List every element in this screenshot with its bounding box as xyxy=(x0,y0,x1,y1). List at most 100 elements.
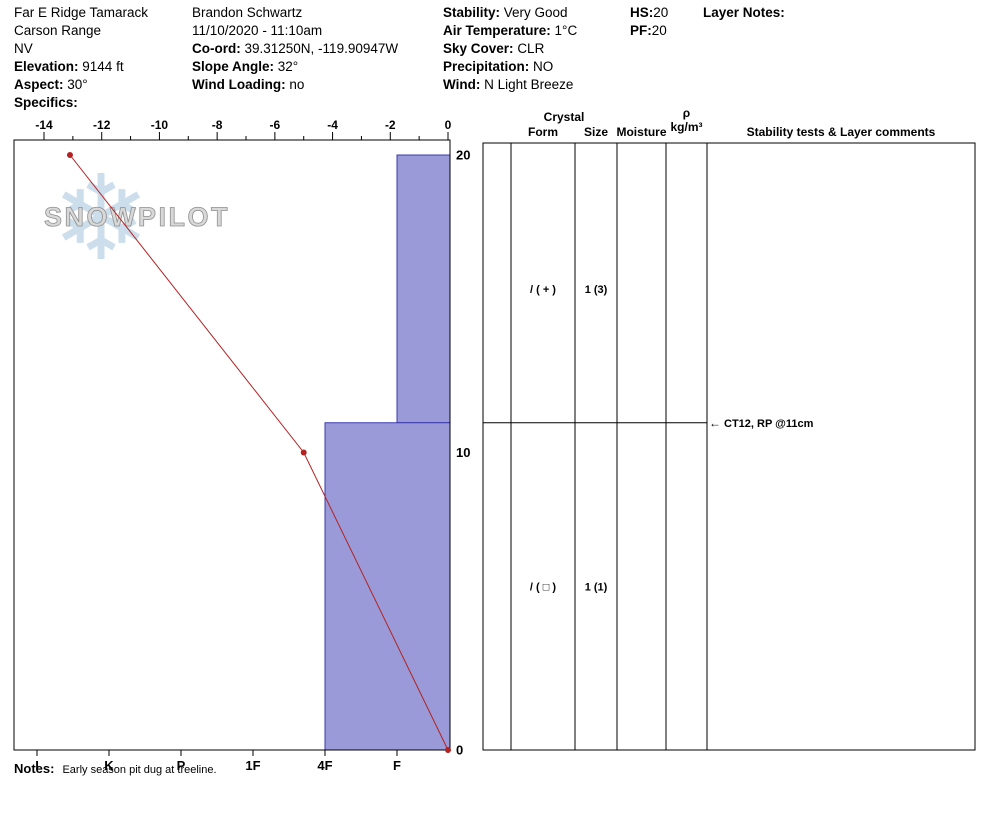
layer-notes-row: Layer Notes: xyxy=(703,4,785,22)
precipitation-value: NO xyxy=(533,59,554,74)
wind-loading-value: no xyxy=(289,77,305,92)
depth-tick-label: 10 xyxy=(456,445,470,460)
layer-form-cell: / ( □ ) xyxy=(530,581,557,593)
notes-row: Notes: Early season pit dug at treeline. xyxy=(14,761,217,776)
hardness-tick-label: K xyxy=(104,758,114,773)
elevation-label: Elevation: xyxy=(14,59,79,74)
temperature-point xyxy=(66,152,73,158)
density-symbol-header: ρ xyxy=(683,106,690,120)
slope-angle-row: Slope Angle: 32° xyxy=(192,58,398,76)
pit-name: Far E Ridge Tamarack xyxy=(14,5,149,20)
precipitation-row: Precipitation: NO xyxy=(443,58,577,76)
hs-row: HS:20 xyxy=(630,4,668,22)
depth-tick-label: 20 xyxy=(456,148,470,163)
stability-value: Very Good xyxy=(503,5,568,20)
hs-value: 20 xyxy=(653,5,669,20)
hardness-tick-label: 1F xyxy=(245,758,260,773)
size-header: Size xyxy=(584,125,608,139)
layer-bar xyxy=(324,422,451,751)
table-border xyxy=(482,142,976,751)
state: NV xyxy=(14,41,33,56)
wind-loading-label: Wind Loading: xyxy=(192,77,286,92)
snowpilot-logo-text: SNOWPILOT xyxy=(44,202,230,232)
observation-datetime: 11/10/2020 - 11:10am xyxy=(192,23,323,38)
aspect-row: Aspect: 30° xyxy=(14,76,148,94)
hs-label: HS: xyxy=(630,5,654,20)
elevation-value: 9144 ft xyxy=(82,59,124,74)
pf-label: PF: xyxy=(630,23,652,38)
hardness-tick-label: I xyxy=(35,758,39,773)
conditions-info: Stability: Very Good Air Temperature: 1°… xyxy=(443,4,577,94)
temp-tick-label: -2 xyxy=(385,118,396,132)
wind-loading-row: Wind Loading: no xyxy=(192,76,398,94)
sky-cover-row: Sky Cover: CLR xyxy=(443,40,577,58)
coordinates-row: Co-ord: 39.31250N, -119.90947W xyxy=(192,40,398,58)
snowflake-icon: ❄ xyxy=(52,153,151,285)
stability-test-label: CT12, RP @11cm xyxy=(724,418,814,430)
temperature-point xyxy=(300,449,307,456)
temp-tick-label: 0 xyxy=(445,118,452,132)
stability-tests: ← CT12, RP @11cm xyxy=(709,416,814,430)
test-arrow-icon: ← xyxy=(709,416,721,430)
observation-info: Brandon Schwartz 11/10/2020 - 11:10am Co… xyxy=(192,4,398,94)
depth-tick-label: 0 xyxy=(456,743,463,758)
temp-tick-label: -14 xyxy=(35,118,53,132)
layer-notes-label: Layer Notes: xyxy=(703,5,785,20)
hardness-tick-label: 4F xyxy=(317,758,332,773)
layer-table-grid xyxy=(482,142,976,751)
location-info: Far E Ridge Tamarack Carson Range NV Ele… xyxy=(14,4,148,112)
hardness-bars xyxy=(324,154,451,751)
stability-label: Stability: xyxy=(443,5,501,20)
stability-row: Stability: Very Good xyxy=(443,4,577,22)
layer-rows: / ( + ) 1 (3) / ( □ ) 1 (1) xyxy=(530,284,608,594)
sky-cover-value: CLR xyxy=(517,41,545,56)
watermark: ❄SNOWPILOT xyxy=(44,153,230,285)
layer-size-cell: 1 (1) xyxy=(585,581,608,593)
depth-axis: 0 10 20 xyxy=(456,148,470,758)
air-temp-label: Air Temperature: xyxy=(443,23,551,38)
layer-size-cell: 1 (3) xyxy=(585,284,608,296)
temp-tick-label: -8 xyxy=(212,118,223,132)
slope-angle-label: Slope Angle: xyxy=(192,59,275,74)
layer-form-cell: / ( + ) xyxy=(530,284,556,296)
air-temp-row: Air Temperature: 1°C xyxy=(443,22,577,40)
observer-name: Brandon Schwartz xyxy=(192,5,303,20)
air-temp-value: 1°C xyxy=(554,23,578,38)
specifics-label: Specifics: xyxy=(14,95,78,110)
slope-angle-value: 32° xyxy=(277,59,299,74)
temp-tick-label: -12 xyxy=(93,118,111,132)
wind-label: Wind: xyxy=(443,77,481,92)
coordinates-label: Co-ord: xyxy=(192,41,241,56)
moisture-header: Moisture xyxy=(616,125,666,139)
precipitation-label: Precipitation: xyxy=(443,59,530,74)
mountain-range: Carson Range xyxy=(14,23,102,38)
hardness-tick-label: P xyxy=(177,758,186,773)
pf-value: 20 xyxy=(651,23,667,38)
temperature-point xyxy=(445,747,451,753)
notes-text: Early season pit dug at treeline. xyxy=(62,764,217,776)
aspect-label: Aspect: xyxy=(14,77,64,92)
density-unit-header: kg/m³ xyxy=(670,120,702,134)
stability-tests-header: Stability tests & Layer comments xyxy=(747,125,936,139)
wind-value: N Light Breeze xyxy=(484,77,574,92)
notes-label: Notes: xyxy=(14,761,55,776)
specifics-row: Specifics: xyxy=(14,94,148,112)
form-header: Form xyxy=(528,125,558,139)
wind-row: Wind: N Light Breeze xyxy=(443,76,577,94)
temperature-axis: -14 -12 -10 -8 -6 -4 -2 0 xyxy=(35,118,452,140)
temperature-profile xyxy=(66,152,451,753)
temp-tick-label: -6 xyxy=(270,118,281,132)
hardness-tick-label: F xyxy=(393,758,401,773)
temp-tick-label: -4 xyxy=(327,118,338,132)
snow-height-info: HS:20 PF:20 xyxy=(630,4,668,40)
sky-cover-label: Sky Cover: xyxy=(443,41,514,56)
layer-notes-info: Layer Notes: xyxy=(703,4,785,22)
elevation-row: Elevation: 9144 ft xyxy=(14,58,148,76)
coordinates-value: 39.31250N, -119.90947W xyxy=(244,41,399,56)
hardness-axis: I K P 1F 4F F xyxy=(35,750,401,773)
crystal-header: Crystal xyxy=(544,110,585,124)
aspect-value: 30° xyxy=(67,77,88,92)
